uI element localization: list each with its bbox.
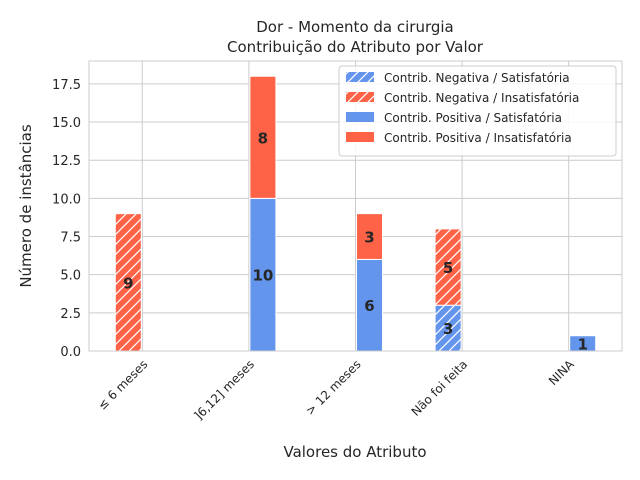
bar-value-label: 5 (443, 259, 453, 277)
bars (114, 75, 597, 352)
bar-segment (356, 213, 383, 260)
chart-title: Dor - Momento da cirurgia (256, 18, 454, 36)
y-axis: 0.0 2.5 5.0 7.5 10.0 12.5 15.0 17.5 (52, 78, 81, 360)
y-tick-label: 10.0 (52, 192, 81, 207)
bar-value-label: 6 (364, 297, 374, 315)
bar-value-label: 10 (252, 267, 273, 285)
bar-value-label: 9 (123, 274, 133, 292)
legend-swatch-hatch (346, 92, 374, 102)
legend-swatch (346, 112, 374, 122)
bar-value-label: 3 (443, 320, 453, 338)
bar-value-label: 1 (577, 335, 587, 353)
legend-entry: Contrib. Negativa / Insatisfatória (384, 91, 579, 105)
legend-entry: Contrib. Negativa / Satisfatória (384, 71, 570, 85)
legend-swatch-hatch (346, 72, 374, 82)
bar-value-label: 3 (364, 229, 374, 247)
legend-entry: Contrib. Positiva / Satisfatória (384, 111, 562, 125)
y-tick-label: 7.5 (60, 231, 81, 246)
y-tick-label: 17.5 (52, 78, 81, 93)
bar-hatch (115, 213, 142, 351)
bar-labels: 9 10 8 6 3 3 5 1 (123, 129, 588, 353)
legend-swatch (346, 132, 374, 142)
chart-subtitle: Contribuição do Atributo por Valor (227, 38, 484, 56)
plot-frame (88, 60, 623, 352)
y-tick-label: 2.5 (60, 307, 81, 322)
legend-entry: Contrib. Positiva / Insatisfatória (384, 131, 572, 145)
y-axis-label: Número de instâncias (17, 124, 35, 288)
x-axis-label: Valores do Atributo (283, 443, 426, 461)
bar-value-label: 8 (258, 129, 268, 147)
legend: Contrib. Negativa / Satisfatória Contrib.… (338, 65, 617, 157)
bar-segment (249, 75, 277, 199)
y-tick-label: 12.5 (52, 154, 81, 169)
bar-hatch (435, 228, 462, 306)
legend-box (338, 65, 617, 157)
y-tick-label: 5.0 (60, 269, 81, 284)
bar-hatch (435, 305, 462, 351)
y-tick-label: 15.0 (52, 116, 81, 131)
y-tick-label: 0.0 (60, 345, 81, 360)
